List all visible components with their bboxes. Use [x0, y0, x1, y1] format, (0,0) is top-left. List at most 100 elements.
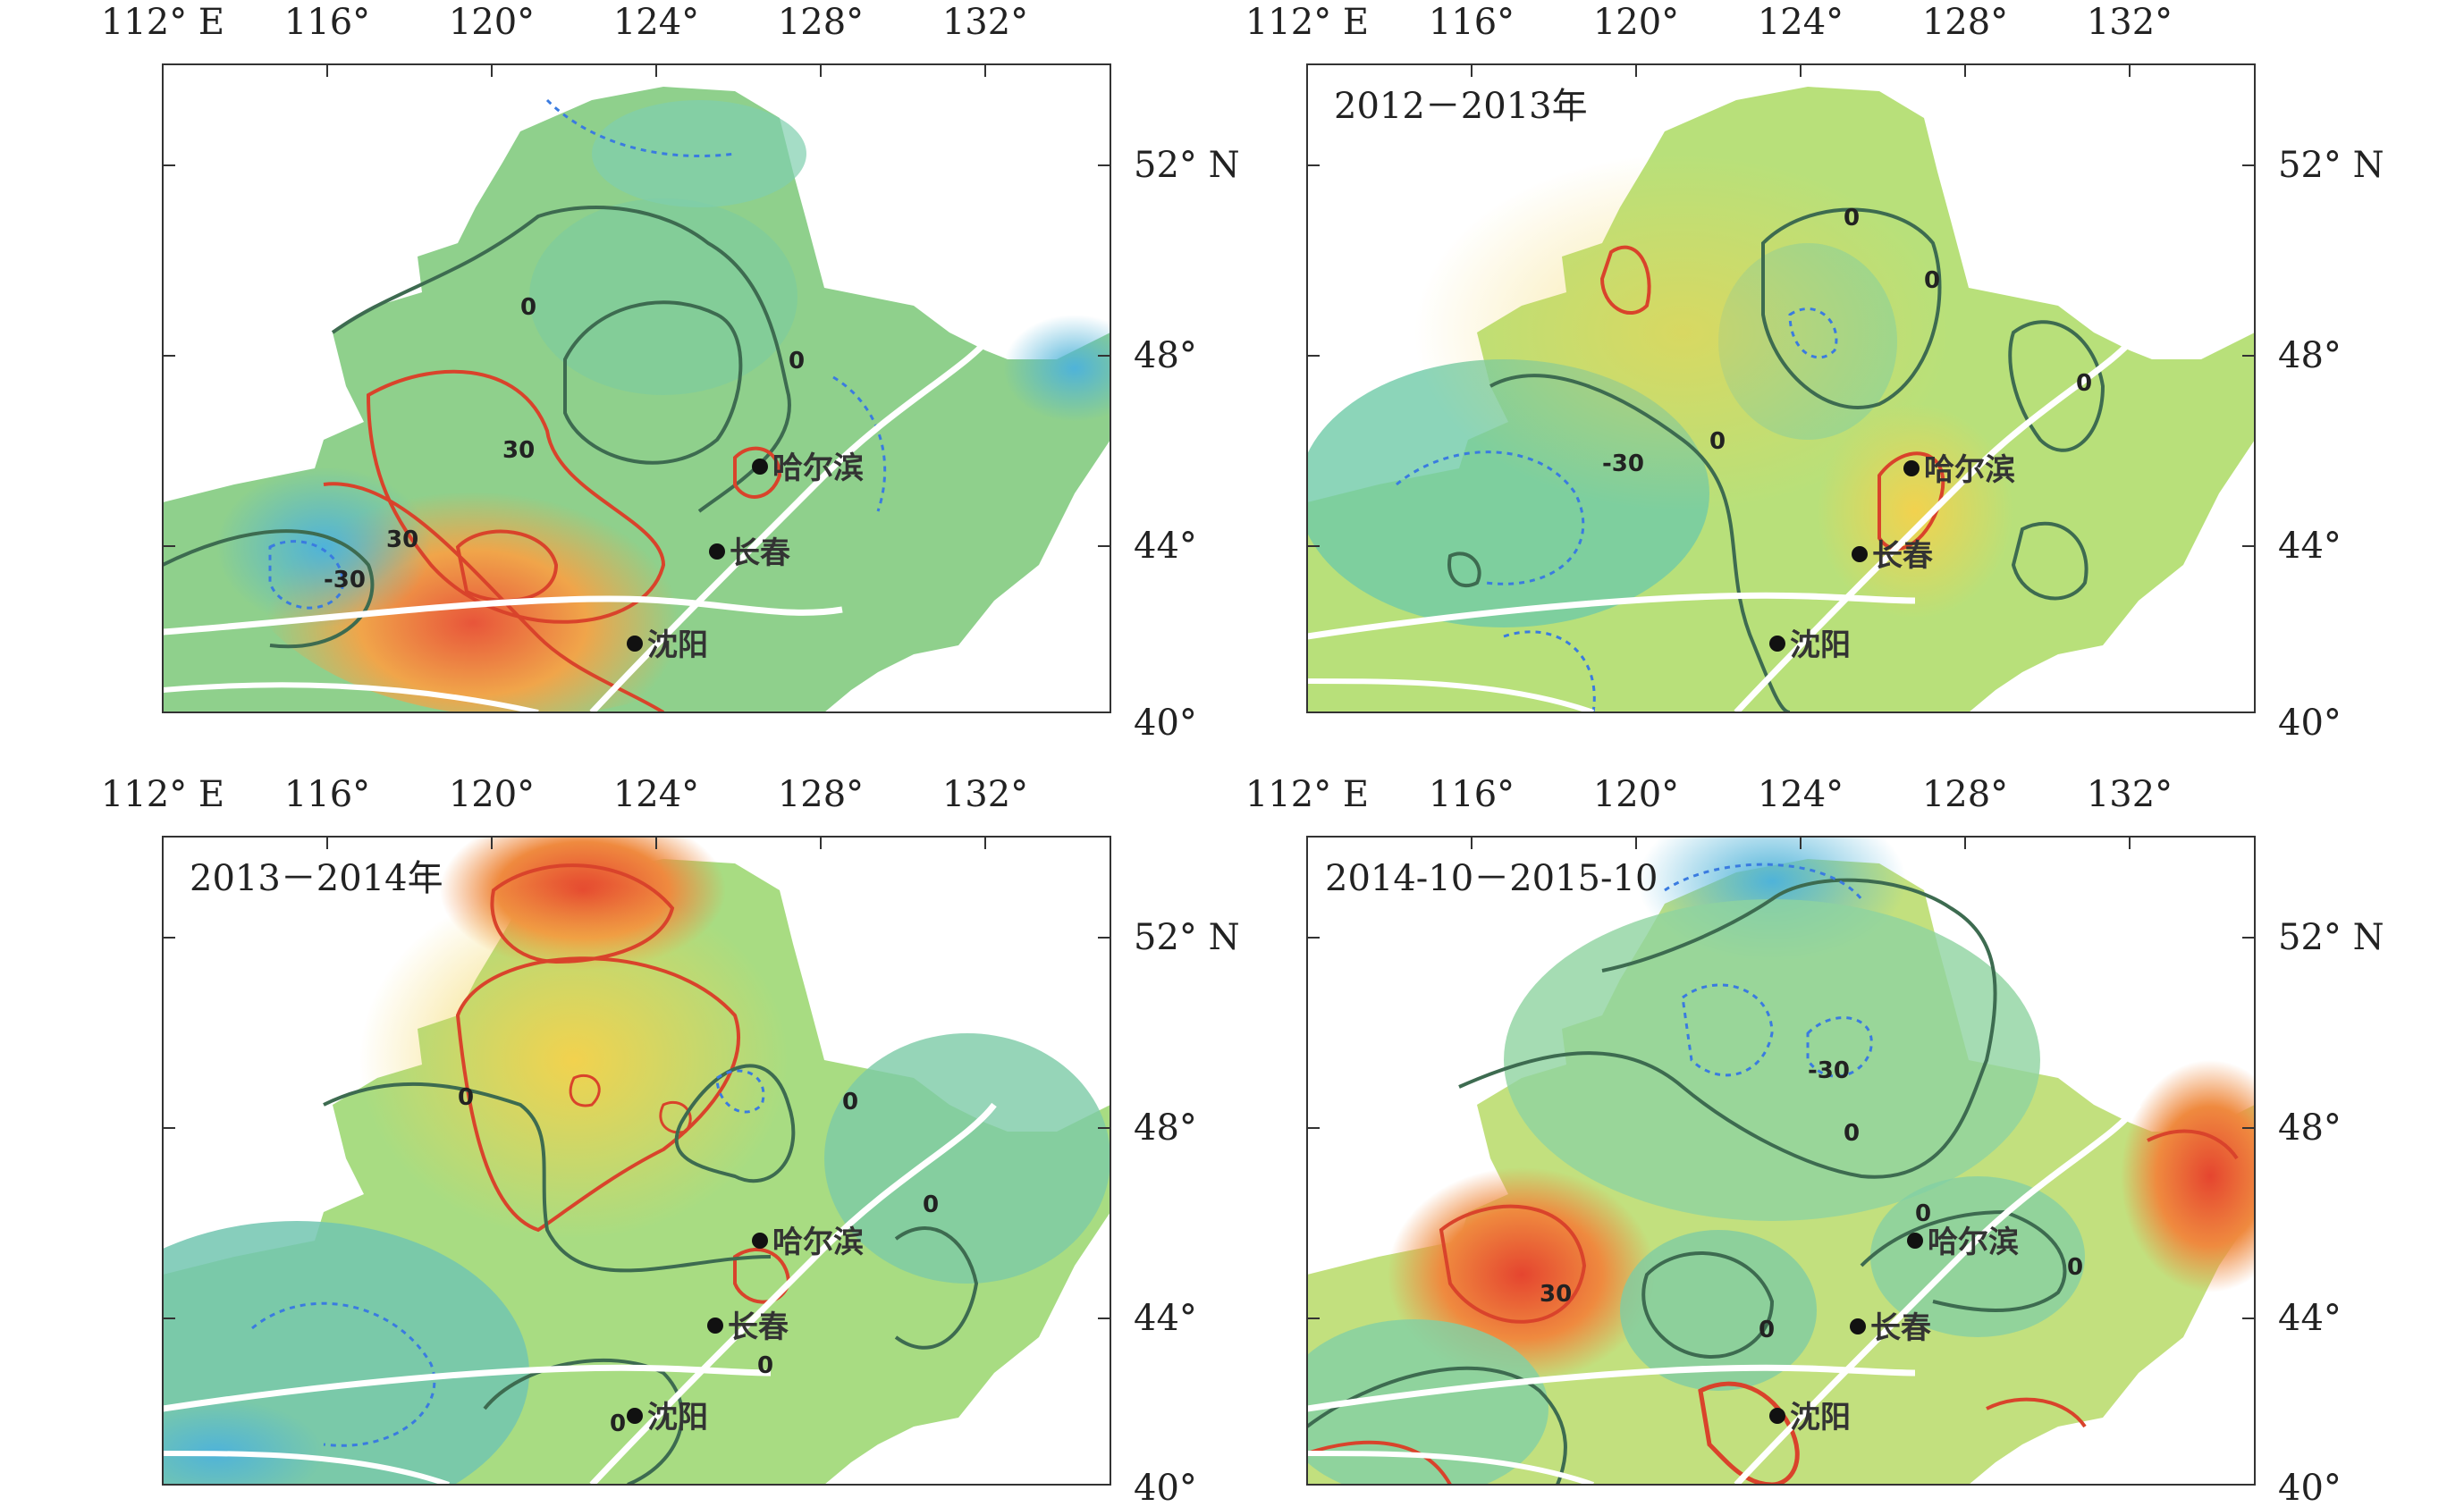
city-label-shenyang: 沈阳 — [1790, 1400, 1851, 1435]
lat-ticks-left-panels — [163, 164, 1110, 1319]
lat-label: 44° — [2278, 526, 2342, 567]
lon-label: 112° E — [1245, 774, 1369, 815]
lat-label: 48° — [1134, 335, 1197, 376]
lat-label: 52° N — [1134, 145, 1240, 186]
lon-label: 132° — [942, 774, 1028, 815]
lon-label: 116° — [1429, 774, 1515, 815]
contour-label: 0 — [520, 294, 536, 321]
contour-label: 30 — [502, 437, 535, 464]
lon-label: 132° — [2087, 2, 2173, 43]
lon-ticks-panel-1 — [326, 64, 986, 77]
lat-labels-panel-1: 52° N 48° 44° 40° — [1134, 145, 1240, 744]
lon-label: 128° — [1922, 774, 2008, 815]
contour-label: -30 — [324, 567, 366, 594]
contour-label: 0 — [1924, 267, 1940, 294]
lat-label: 52° N — [2278, 917, 2384, 958]
map-frame — [162, 63, 1111, 713]
contour-label: 30 — [1540, 1281, 1572, 1308]
contour-label: 0 — [2067, 1254, 2083, 1281]
city-label-shenyang: 沈阳 — [1790, 627, 1851, 663]
lon-label: 124° — [613, 774, 699, 815]
lat-label: 52° N — [2278, 145, 2384, 186]
panel-3: 哈尔滨 长春 沈阳 0 0 0 0 0 2013－2014年 — [162, 836, 1111, 1486]
lat-label: 40° — [1134, 1468, 1197, 1507]
lon-label: 124° — [613, 2, 699, 43]
lat-label: 40° — [2278, 703, 2342, 744]
lat-label: 48° — [2278, 1107, 2342, 1149]
contour-label: 0 — [610, 1410, 626, 1437]
city-label-changchun: 长春 — [1870, 1310, 1931, 1346]
contour-label: 0 — [1759, 1317, 1775, 1343]
lon-labels-panel-4: 112° E 116° 120° 124° 128° 132° — [1245, 774, 2173, 815]
lon-labels-panel-3: 112° E 116° 120° 124° 128° 132° — [101, 774, 1028, 815]
contour-label: 0 — [2076, 370, 2092, 397]
city-label-changchun: 长春 — [1872, 538, 1933, 574]
lon-label: 116° — [1429, 2, 1515, 43]
panel-title: 2013－2014年 — [190, 858, 443, 899]
lon-ticks-panel-2 — [1471, 64, 2131, 77]
panel-1: 哈尔滨 长春 沈阳 0 0 30 30 -30 — [162, 63, 1111, 713]
lat-label: 48° — [1134, 1107, 1197, 1149]
panel-2: 哈尔滨 长春 沈阳 0 0 0 0 -30 2012－2013年 — [1306, 63, 2256, 713]
lon-label: 132° — [942, 2, 1028, 43]
lon-label: 112° E — [1245, 2, 1369, 43]
lat-label: 44° — [1134, 526, 1197, 567]
lon-ticks-panel-4 — [1471, 837, 2131, 849]
lat-ticks-right-panels — [1307, 164, 2255, 1319]
panel-title: 2012－2013年 — [1334, 86, 1588, 127]
city-label-shenyang: 沈阳 — [647, 1400, 708, 1435]
lon-label: 112° E — [101, 2, 224, 43]
city-label-shenyang: 沈阳 — [647, 627, 708, 663]
city-label-harbin: 哈尔滨 — [772, 1225, 864, 1260]
lat-label: 48° — [2278, 335, 2342, 376]
lon-label: 128° — [778, 2, 864, 43]
lon-label: 128° — [778, 774, 864, 815]
contour-label: 0 — [1709, 428, 1726, 455]
map-frame — [1306, 836, 2256, 1486]
lat-label: 40° — [2278, 1468, 2342, 1507]
lon-label: 116° — [284, 2, 370, 43]
city-label-harbin: 哈尔滨 — [772, 450, 864, 486]
contour-label: 30 — [386, 526, 418, 553]
lat-label: 40° — [1134, 703, 1197, 744]
contour-label: 0 — [842, 1089, 858, 1116]
lon-label: 116° — [284, 774, 370, 815]
city-label-harbin: 哈尔滨 — [1928, 1225, 2019, 1260]
lon-label: 132° — [2087, 774, 2173, 815]
contour-label: 0 — [1844, 1120, 1860, 1147]
lon-labels-panel-2: 112° E 116° 120° 124° 128° 132° — [1245, 2, 2173, 43]
lat-label: 44° — [2278, 1298, 2342, 1339]
contour-label: 0 — [458, 1084, 474, 1111]
contour-label: -30 — [1808, 1057, 1850, 1084]
lon-label: 124° — [1758, 774, 1844, 815]
lat-label: 44° — [1134, 1298, 1197, 1339]
contour-label: 0 — [789, 348, 805, 375]
contour-label: -30 — [1602, 450, 1644, 477]
city-label-changchun: 长春 — [728, 1309, 789, 1345]
lat-labels-panel-2: 52° N 48° 44° 40° — [2278, 145, 2384, 744]
lat-labels-panel-4: 52° N 48° 44° 40° — [2278, 917, 2384, 1507]
contour-label: 0 — [757, 1352, 773, 1379]
lon-ticks-panel-3 — [326, 837, 986, 849]
panel-title: 2014-10－2015-10 — [1325, 858, 1658, 899]
lat-labels-panel-3: 52° N 48° 44° 40° — [1134, 917, 1240, 1507]
contour-label: 0 — [923, 1191, 939, 1218]
lat-label: 52° N — [1134, 917, 1240, 958]
lon-label: 120° — [449, 2, 535, 43]
city-label-harbin: 哈尔滨 — [1924, 452, 2015, 488]
contour-label: 0 — [1844, 205, 1860, 232]
lon-label: 120° — [1593, 2, 1679, 43]
map-frame — [162, 836, 1111, 1486]
panel-4: 哈尔滨 长春 沈阳 0 0 0 0 30 -30 2014-10－2015-10 — [1306, 836, 2256, 1486]
lon-label: 128° — [1922, 2, 2008, 43]
lon-label: 124° — [1758, 2, 1844, 43]
lon-label: 112° E — [101, 774, 224, 815]
contour-label: 0 — [1915, 1200, 1931, 1227]
axis-ticks — [163, 64, 2255, 1319]
lon-label: 120° — [449, 774, 535, 815]
map-frame — [1306, 63, 2256, 713]
city-label-changchun: 长春 — [730, 535, 790, 571]
lon-label: 120° — [1593, 774, 1679, 815]
lon-labels-panel-1: 112° E 116° 120° 124° 128° 132° — [101, 2, 1028, 43]
